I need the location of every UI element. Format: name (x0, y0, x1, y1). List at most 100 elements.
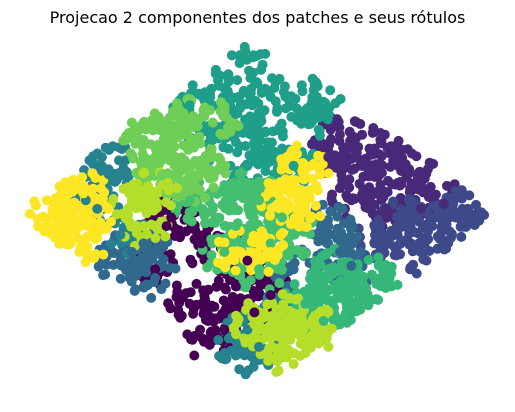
scatter-point (106, 239, 117, 249)
data-point-5-10 (311, 91, 322, 102)
scatter-point (322, 108, 333, 119)
data-point-2-4 (415, 247, 426, 257)
scatter-point (271, 106, 282, 117)
data-point-1-5 (346, 195, 357, 206)
data-point-0-1 (184, 298, 195, 309)
scatter-point (373, 252, 384, 263)
data-point-8-6 (207, 117, 218, 128)
scatter-point (268, 146, 279, 157)
scatter-point (244, 195, 255, 206)
scatter-point (90, 233, 101, 244)
scatter-point (210, 68, 221, 79)
data-point-5-7 (207, 134, 218, 145)
scatter-point (205, 105, 215, 116)
scatter-point (126, 221, 136, 232)
scatter-point (289, 212, 300, 223)
scatter-point (310, 200, 321, 211)
scatter-point (152, 202, 163, 213)
scatter-point (263, 355, 274, 366)
data-point-10-8 (300, 160, 311, 171)
data-point-0-4 (242, 255, 253, 266)
scatter-point (337, 149, 348, 160)
scatter-point (153, 139, 164, 150)
scatter-point (250, 98, 261, 109)
scatter-point (314, 130, 325, 141)
scatter-point (442, 180, 452, 191)
scatter-point (186, 216, 197, 227)
data-point-9-4 (300, 333, 311, 344)
scatter-point (115, 273, 126, 284)
scatter-point (292, 115, 303, 126)
scatter-point (109, 248, 120, 259)
scatter-point (184, 186, 195, 197)
scatter-point (291, 245, 302, 256)
data-point-10-10 (265, 247, 276, 257)
scatter-point (282, 333, 293, 344)
scatter-point (346, 223, 357, 234)
scatter-point (318, 324, 329, 335)
scatter-point (166, 155, 177, 166)
scatter-point (386, 268, 397, 279)
scatter-point (350, 152, 361, 163)
scatter-point (170, 263, 181, 274)
scatter-point (469, 220, 480, 230)
scatter-point (303, 191, 314, 202)
scatter-point (298, 325, 308, 336)
scatter-point (325, 85, 336, 96)
scatter-point (356, 247, 367, 258)
scatter-point (187, 80, 198, 91)
data-point-5-8 (219, 83, 230, 94)
scatter-point (367, 160, 378, 171)
data-point-1-0 (323, 152, 334, 163)
scatter-point (220, 160, 231, 171)
scatter-point (352, 231, 363, 242)
scatter-point (194, 185, 205, 196)
scatter-point (208, 182, 219, 193)
scatter-point (373, 227, 384, 238)
scatter-point (38, 211, 48, 222)
scatter-point (371, 294, 382, 305)
scatter-point (190, 225, 201, 236)
scatter-point (313, 150, 324, 161)
data-point-10-9 (295, 203, 306, 214)
scatter-point (430, 189, 441, 200)
scatter-point (172, 183, 183, 193)
scatter-point (438, 216, 449, 227)
scatter-point (156, 284, 167, 295)
data-point-4-0 (92, 203, 103, 214)
scatter-point (344, 126, 355, 137)
scatter-point (88, 183, 99, 194)
scatter-point (254, 287, 264, 298)
scatter-point (220, 284, 231, 295)
data-point-9-6 (323, 341, 334, 352)
scatter-point (239, 350, 250, 361)
data-point-3-7 (346, 260, 357, 271)
scatter-point (254, 233, 265, 244)
scatter-point (319, 230, 330, 241)
scatter-point (206, 143, 217, 154)
scatter-point (58, 187, 69, 197)
scatter-point (200, 192, 210, 203)
scatter-point (232, 317, 243, 328)
scatter-point (464, 190, 475, 201)
scatter-point (414, 166, 425, 177)
scatter-point (138, 168, 149, 179)
scatter-point (405, 262, 416, 273)
scatter-point (197, 333, 208, 344)
scatter-point (226, 50, 237, 61)
scatter-point (276, 164, 287, 175)
scatter-point (296, 80, 307, 91)
data-point-2-5 (457, 203, 468, 214)
data-point-2-0 (392, 229, 403, 240)
scatter-point (238, 85, 249, 96)
scatter-point (158, 241, 169, 252)
scatter-point (246, 265, 257, 276)
scatter-point (270, 201, 281, 212)
data-point-7-9 (254, 264, 264, 275)
data-point-6-1 (334, 281, 345, 292)
data-point-1-7 (334, 129, 345, 140)
scatter-point (245, 73, 256, 83)
scatter-point (277, 177, 288, 188)
scatter-point (89, 253, 100, 264)
